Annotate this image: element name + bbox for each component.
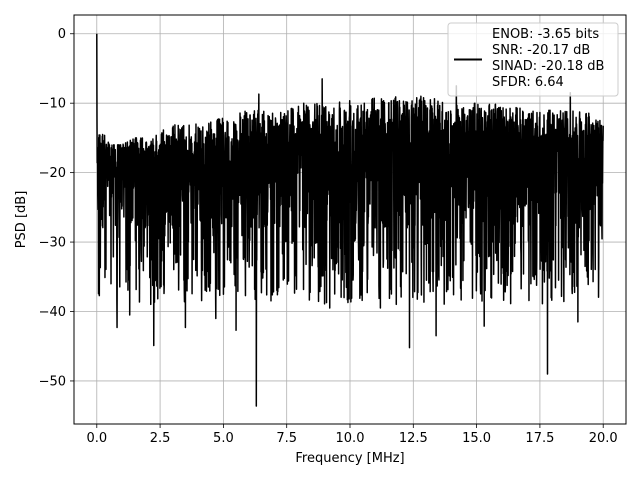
x-axis-label: Frequency [MHz] xyxy=(295,451,404,466)
psd-series-line xyxy=(96,33,604,407)
legend-sfdr: SFDR: 6.64 xyxy=(492,75,564,90)
x-tick-label: 17.5 xyxy=(525,431,554,446)
y-tick-label: −30 xyxy=(39,236,66,251)
y-tick-label: 0 xyxy=(58,27,66,42)
x-tick-label: 2.5 xyxy=(150,431,171,446)
y-tick-label: −10 xyxy=(39,97,66,112)
legend: ENOB: -3.65 bits SNR: -20.17 dB SINAD: -… xyxy=(447,22,619,97)
x-tick-label: 5.0 xyxy=(213,431,234,446)
x-tick-label: 7.5 xyxy=(276,431,297,446)
legend-snr: SNR: -20.17 dB xyxy=(492,43,590,58)
legend-enob: ENOB: -3.65 bits xyxy=(492,27,599,42)
plot-area xyxy=(96,33,604,407)
ticks: 0.0 2.5 5.0 7.5 10.0 12.5 15.0 17.5 20.0 0 −10 −20 −… xyxy=(39,27,618,446)
y-tick-label: −40 xyxy=(39,305,66,320)
x-tick-label: 0.0 xyxy=(86,431,107,446)
legend-box xyxy=(447,22,619,97)
legend-sinad: SINAD: -20.18 dB xyxy=(492,59,604,74)
y-tick-label: −20 xyxy=(39,166,66,181)
y-tick-label: −50 xyxy=(39,374,66,389)
x-tick-label: 15.0 xyxy=(462,431,491,446)
y-axis-label: PSD [dB] xyxy=(14,191,29,249)
x-tick-label: 20.0 xyxy=(589,431,618,446)
x-tick-label: 10.0 xyxy=(336,431,365,446)
x-tick-label: 12.5 xyxy=(399,431,428,446)
